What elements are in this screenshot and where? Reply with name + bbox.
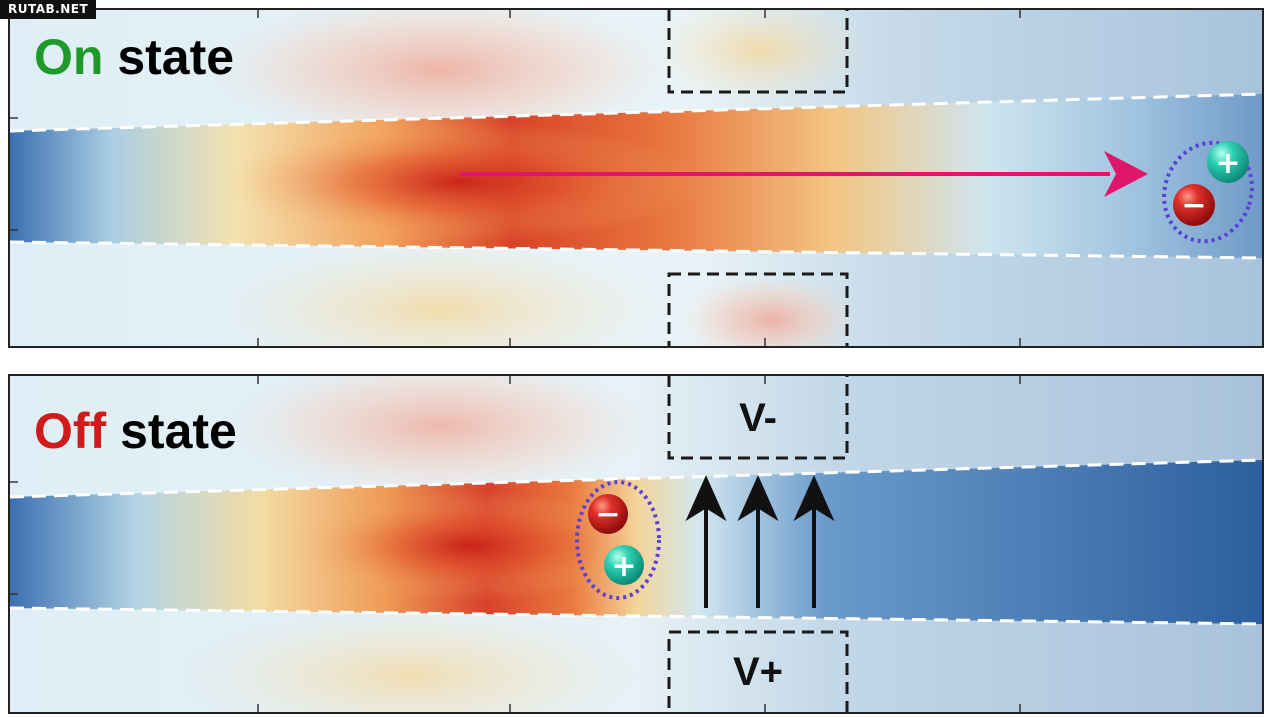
off-state-title: Off state — [34, 406, 237, 456]
top-gate-electrode — [667, 10, 849, 94]
electron-sphere — [1173, 184, 1215, 226]
gate-bottom-label: V+ — [732, 650, 784, 694]
on-state-title: On state — [34, 32, 234, 82]
field-arrows — [685, 475, 835, 608]
hole-sphere — [1207, 141, 1249, 183]
on-word: On — [34, 29, 104, 85]
state-word: state — [117, 29, 235, 85]
electron-sphere — [588, 494, 628, 534]
electron-sign: − — [1181, 188, 1206, 223]
hole-sphere — [604, 545, 644, 585]
propagation-arrowhead — [1104, 151, 1148, 197]
on-state-field-map: − + — [10, 10, 1262, 346]
off-word: Off — [34, 403, 107, 459]
hole-sign: + — [1215, 146, 1240, 181]
state-word: state — [120, 403, 237, 459]
watermark: RUTAB.NET — [0, 0, 97, 19]
exciton-ring — [575, 480, 661, 600]
bottom-gate-electrode — [667, 272, 849, 346]
gate-top-label: V- — [739, 396, 777, 440]
top-gate-electrode — [667, 376, 849, 460]
hole-sign: + — [611, 549, 636, 584]
off-state-field-map: − + — [10, 376, 1262, 712]
on-state-panel: − + On state — [8, 8, 1264, 348]
off-state-panel: − + Off state V- V+ — [8, 374, 1264, 714]
electron-sign: − — [595, 497, 620, 532]
